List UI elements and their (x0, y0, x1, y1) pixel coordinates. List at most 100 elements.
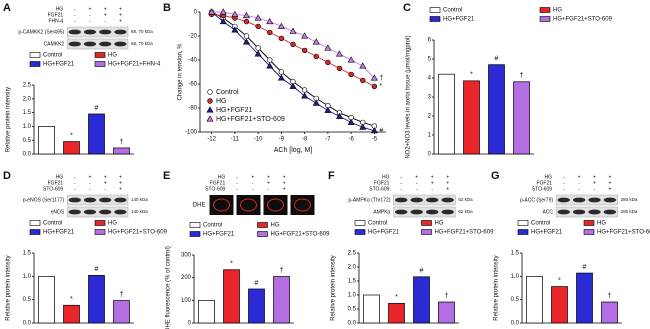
legend-label: HG+FGF21 (531, 230, 563, 236)
bar (273, 276, 290, 324)
treatment-sign: + (446, 180, 449, 186)
treatment-sign: - (563, 174, 565, 180)
treatment-sign: - (89, 180, 91, 186)
treatment-sign: + (119, 6, 122, 12)
blot (66, 26, 129, 38)
y-tick-label: 4 (428, 76, 432, 82)
treatment-sign: - (416, 180, 418, 186)
blot-band (425, 197, 439, 203)
treatment-sign: + (593, 174, 596, 180)
significance-mark: † (520, 73, 524, 80)
bar (88, 113, 105, 155)
blot-size: 140 kDa (131, 209, 148, 214)
marker (208, 8, 216, 15)
marker (289, 82, 297, 89)
blot-band (557, 197, 570, 203)
marker (324, 106, 332, 113)
y-tick-label: 100 (181, 298, 192, 304)
treatment-sign: + (283, 186, 286, 192)
treatment-sign: - (74, 18, 76, 24)
legend-swatch (257, 222, 268, 228)
x-tick-label: -9 (279, 137, 285, 143)
bar (63, 141, 80, 155)
stain-image (209, 195, 234, 215)
legend-label: Control (216, 89, 239, 96)
bar (223, 269, 240, 324)
treatment-sign: - (578, 180, 580, 186)
blot-band (441, 197, 454, 203)
treatment-sign: - (236, 180, 238, 186)
legend-swatch (189, 231, 201, 237)
marker (254, 14, 262, 21)
marker (277, 74, 285, 81)
treatment-sign: + (431, 174, 434, 180)
legend-label: HG+FGF21+STO-609 (553, 17, 613, 23)
treatment-sign: + (104, 6, 107, 12)
significance-mark: * (70, 296, 73, 303)
marker (219, 17, 227, 25)
legend-label: HG+FGF21 (443, 17, 475, 23)
legend-label: HG (108, 53, 117, 59)
treatment-label: HG (56, 174, 64, 180)
legend-label: HG+FGF21+FHN-4 (108, 62, 161, 68)
blot-size: 280 kDa (621, 197, 638, 202)
panel-letter: G (491, 170, 500, 182)
treatment-sign: + (267, 180, 270, 186)
significance-mark: * (70, 132, 73, 139)
legend-swatch (354, 220, 366, 226)
blot-label: p-CAMKK2 (Ser495) (18, 29, 64, 35)
legend-label: HG+FGF21+STO-609 (108, 230, 168, 236)
treatment-label: STO-609 (43, 186, 63, 192)
blot-label: eNOS (51, 209, 65, 215)
y-tick-label: 2 (428, 114, 432, 120)
treatment-sign: - (74, 180, 76, 186)
marker (371, 83, 378, 90)
treatment-sign: + (446, 186, 449, 192)
treatment-sign: + (104, 174, 107, 180)
bar (438, 73, 455, 155)
significance-mark: # (255, 280, 259, 287)
x-tick-label: -10 (254, 137, 263, 143)
treatment-sign: - (400, 186, 402, 192)
blot-band (441, 209, 454, 215)
marker (242, 11, 251, 19)
marker (312, 99, 320, 106)
y-axis-label: Relative protein intensity (331, 255, 337, 320)
treatment-sign: - (74, 12, 76, 18)
legend-label: Control (368, 221, 387, 227)
legend-swatch (29, 229, 41, 235)
blot (66, 38, 129, 50)
marker (254, 50, 262, 57)
blot-band (603, 197, 617, 203)
blot (66, 206, 129, 218)
treatment-sign: - (252, 180, 254, 186)
panel-letter: D (3, 170, 11, 182)
legend-swatch (29, 52, 41, 58)
bar (113, 300, 130, 324)
legend-swatch (29, 220, 41, 226)
significance-mark: † (120, 291, 124, 298)
blot-band (99, 29, 112, 35)
y-tick-label: 0.0 (23, 321, 32, 327)
legend-label: HG+FGF21 (43, 230, 75, 236)
treatment-sign: + (89, 6, 92, 12)
treatment-sign: + (431, 180, 434, 186)
significance-mark: # (379, 128, 383, 135)
legend-label: HG (553, 8, 562, 14)
y-tick-label: 5 (428, 57, 432, 63)
y-axis-label: DHE fluorescence (% of control) (166, 246, 172, 329)
treatment-label: FGF21 (374, 180, 390, 186)
treatment-label: FGF21 (48, 180, 64, 186)
treatment-sign: - (104, 18, 106, 24)
blot-label: AMPKα (373, 209, 390, 215)
blot-size: 62 kDa (458, 209, 473, 214)
treatment-sign: - (74, 6, 76, 12)
y-tick-label: 1.0 (23, 124, 32, 130)
stain-image (290, 195, 315, 215)
treatment-label: HG (56, 6, 64, 12)
x-tick-label: -7 (325, 137, 331, 143)
x-axis-label: ACh [log, M] (274, 147, 313, 154)
legend-swatch (257, 231, 268, 237)
marker (219, 8, 227, 15)
panel-letter: E (163, 170, 170, 182)
